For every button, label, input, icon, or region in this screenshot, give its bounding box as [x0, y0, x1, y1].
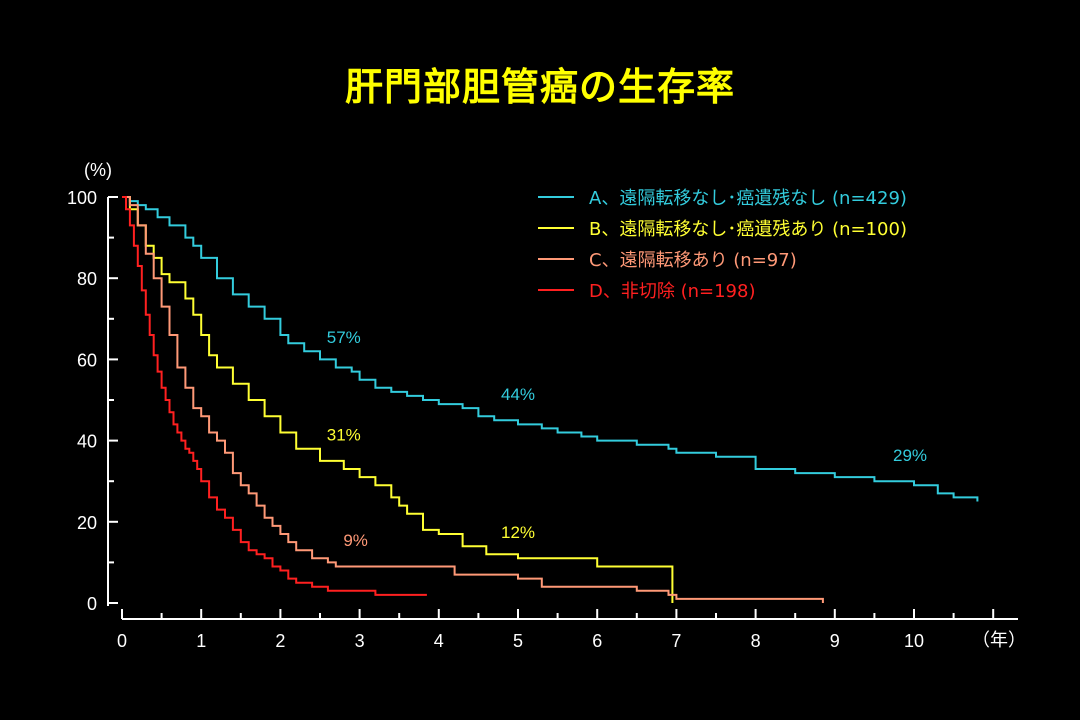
- legend-entry: D、非切除 (n=198): [589, 281, 755, 302]
- x-tick-label: 7: [671, 631, 681, 651]
- legend-entry: A、遠隔転移なし･癌遺残なし (n=429): [589, 188, 907, 209]
- x-tick-label: 2: [275, 631, 285, 651]
- x-tick-label: 3: [355, 631, 365, 651]
- series-line-b: [122, 196, 674, 603]
- x-tick-label: 6: [592, 631, 602, 651]
- series-lines: [122, 196, 979, 603]
- legend: A、遠隔転移なし･癌遺残なし (n=429) B、遠隔転移なし･癌遺残あり (n=…: [538, 188, 907, 302]
- x-tick-label: 0: [117, 631, 127, 651]
- x-axis-unit-label: （年）: [972, 630, 1026, 650]
- x-tick-label: 9: [830, 631, 840, 651]
- legend-entry: C、遠隔転移あり (n=97): [589, 250, 797, 271]
- annotation-label: 31%: [327, 426, 361, 445]
- axes: 0 20 40 60 80 100 0 1 2 3 4 5 6 7 8 9 10: [67, 188, 1018, 651]
- y-tick-label: 20: [77, 513, 97, 533]
- series-line-c: [122, 196, 824, 603]
- y-axis-unit-label: (%): [84, 160, 112, 180]
- annotations: 57% 44% 29% 31% 12% 9%: [327, 328, 927, 550]
- annotation-label: 12%: [501, 523, 535, 542]
- series-line-d: [122, 196, 427, 596]
- x-tick-label: 10: [904, 631, 924, 651]
- x-tick-label: 1: [196, 631, 206, 651]
- x-tick-label: 4: [434, 631, 444, 651]
- series-line-a: [122, 196, 979, 502]
- annotation-label: 44%: [501, 385, 535, 404]
- chart-title: 肝門部胆管癌の生存率: [344, 65, 735, 109]
- x-tick-label: 8: [751, 631, 761, 651]
- y-tick-label: 40: [77, 432, 97, 452]
- y-tick-label: 100: [67, 188, 97, 208]
- annotation-label: 29%: [893, 446, 927, 465]
- annotation-label: 9%: [343, 531, 368, 550]
- y-tick-label: 0: [87, 594, 97, 614]
- legend-entry: B、遠隔転移なし･癌遺残あり (n=100): [589, 219, 907, 240]
- y-tick-label: 60: [77, 350, 97, 370]
- x-tick-label: 5: [513, 631, 523, 651]
- annotation-label: 57%: [327, 328, 361, 347]
- y-tick-label: 80: [77, 269, 97, 289]
